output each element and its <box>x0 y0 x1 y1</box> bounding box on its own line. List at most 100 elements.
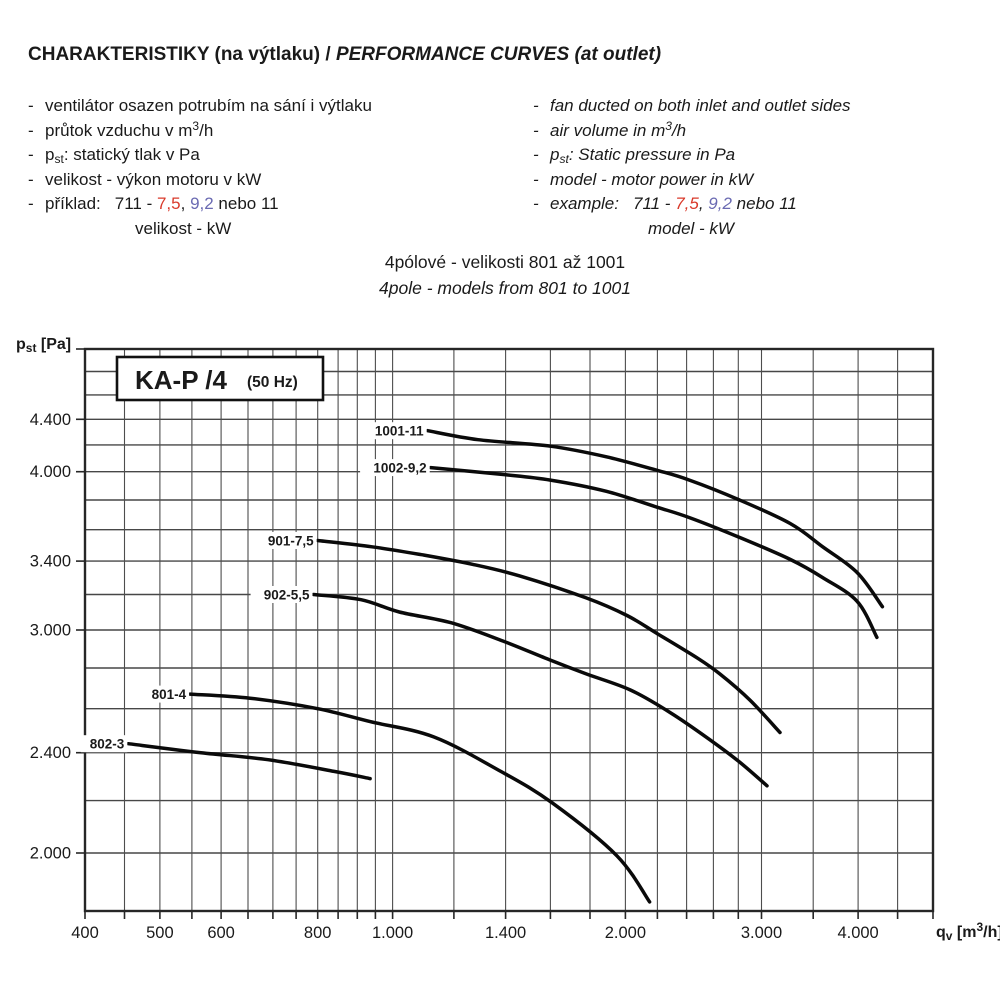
note-czech-item-3-text: st <box>54 152 64 166</box>
notes-czech: - ventilátor osazen potrubím na sání i vý… <box>28 94 508 241</box>
note-czech-item-2: - průtok vzduchu v m3/h <box>28 119 508 144</box>
list-dash: - <box>28 120 34 140</box>
x-tick-label: 1.400 <box>485 924 526 942</box>
chart-subtitle-english: 4pole - models from 801 to 1001 <box>379 278 631 298</box>
x-tick-label: 4.000 <box>837 924 878 942</box>
note-english-item-3-text: : Static pressure in Pa <box>568 145 736 164</box>
note-czech-item-5: - příklad: 711 - 7,5, 9,2 nebo 11 <box>28 192 508 217</box>
notes-english: - fan ducted on both inlet and outlet sid… <box>533 94 993 241</box>
note-english-item-2-text: air volume in m <box>550 120 666 140</box>
curve-label-box-902-5,5 <box>250 586 313 603</box>
note-czech-item-2-text: 3 <box>192 118 200 133</box>
note-czech-item-1-text: ventilátor osazen potrubím na sání i výt… <box>45 96 372 115</box>
y-tick-label: 3.400 <box>30 553 71 571</box>
note-english-item-1-text: fan ducted on both inlet and outlet side… <box>550 96 851 115</box>
list-dash: - <box>28 96 34 115</box>
note-english-item-2: - air volume in m3/h <box>533 119 993 144</box>
note-czech-item-4-text: velikost - výkon motoru v kW <box>45 169 262 189</box>
note-english-item-1: - fan ducted on both inlet and outlet sid… <box>533 94 993 119</box>
x-axis-label-text: 3 <box>976 920 984 934</box>
x-axis-label: qv [m3/h] <box>936 921 1000 943</box>
note-czech-item-3-text: p <box>45 145 55 164</box>
note-english-item-6-text: model - kW <box>648 218 734 238</box>
y-tick-label: 2.000 <box>30 845 71 863</box>
chart-title-model: KA-P /4 <box>135 365 228 395</box>
note-english-item-2-text: /h <box>671 120 687 140</box>
y-axis-label-text: st <box>25 341 37 355</box>
chart-svg: 400 500 600 800 1.000 1.400 2.000 3.000 4.000 2.0… <box>30 347 935 942</box>
y-tick-label: 3.000 <box>30 622 71 640</box>
note-english-item-4-text: model - motor power in kW <box>550 169 754 189</box>
curve-label-802-3: 802-3 <box>90 737 125 752</box>
x-tick-label: 3.000 <box>741 924 782 942</box>
curve-label-box-801-4 <box>142 685 190 703</box>
list-dash: - <box>28 194 34 213</box>
note-czech-item-4: - velikost - výkon motoru v kW <box>28 168 508 193</box>
performance-curve-802-3 <box>126 741 372 781</box>
note-english-item-4: - model - motor power in kW <box>533 168 993 193</box>
note-english-item-5-text: 711 - <box>632 194 676 213</box>
title-separator: / <box>320 44 336 65</box>
performance-curve-1002-9,2 <box>428 465 879 640</box>
x-tick-label: 500 <box>146 924 174 942</box>
note-english-item-5-blue: 9,2 <box>708 194 732 213</box>
x-axis-label-text: [m <box>952 924 977 941</box>
list-dash: - <box>28 169 34 189</box>
note-english-item-2-text: 3 <box>665 118 672 133</box>
x-tick-label: 800 <box>304 924 332 942</box>
chart-title-box <box>115 355 325 402</box>
y-tick-label: 2.400 <box>30 744 71 762</box>
curve-label-1002-9,2: 1002-9,2 <box>373 460 426 475</box>
curve-label-902-5,5: 902-5,5 <box>264 587 310 602</box>
note-czech-item-3-text: : statický tlak v Pa <box>63 145 200 164</box>
performance-curve-901-7,5 <box>315 538 782 735</box>
note-czech-item-5-text: příklad: <box>45 194 101 213</box>
note-czech-item-5-text: , <box>180 194 191 213</box>
note-english-item-3-text: st <box>559 152 569 166</box>
performance-curve-1001-11 <box>425 428 885 609</box>
list-dash: - <box>533 194 539 213</box>
x-axis-label-text: q <box>936 924 946 941</box>
note-czech-item-2-text: průtok vzduchu v m <box>45 120 193 140</box>
note-czech-item-5-text: 711 - <box>114 194 157 213</box>
performance-curve-902-5,5 <box>311 592 769 788</box>
note-english-item-5: - example: 711 - 7,5, 9,2 nebo 11 <box>533 192 993 217</box>
list-dash: - <box>533 96 539 115</box>
list-dash: - <box>533 145 539 164</box>
note-czech-item-6-text: velikost - kW <box>135 218 232 238</box>
x-axis-label-text: /h] <box>983 924 1000 941</box>
curve-label-801-4: 801-4 <box>152 687 187 702</box>
y-axis-label-text: p <box>16 336 26 353</box>
x-tick-label: 2.000 <box>605 924 646 942</box>
curve-label-box-1002-9,2 <box>360 459 430 477</box>
note-english-item-3: - pst: Static pressure in Pa <box>533 143 993 168</box>
curve-label-901-7,5: 901-7,5 <box>268 533 314 548</box>
y-axis-label-text: [Pa] <box>36 336 72 353</box>
note-czech-item-5-red: 7,5 <box>156 194 181 213</box>
note-english-item-5-text: nebo 11 <box>731 194 797 213</box>
x-tick-label: 400 <box>71 924 99 942</box>
list-dash: - <box>28 145 34 164</box>
chart-subtitle: 4pólové - velikosti 801 až 1001 4pole - … <box>0 249 1000 301</box>
note-czech-item-3: - pst: statický tlak v Pa <box>28 143 508 168</box>
y-tick-label: 4.400 <box>30 411 71 429</box>
x-axis-label-text: v <box>945 929 953 943</box>
performance-curve-801-4 <box>188 692 652 904</box>
title-czech: CHARAKTERISTIKY (na výtlaku) <box>28 44 321 65</box>
note-czech-item-5-blue: 9,2 <box>190 194 214 213</box>
note-english-item-5-text: example: <box>550 194 619 213</box>
note-czech-item-6: velikost - kW <box>28 217 508 242</box>
x-tick-label: 1.000 <box>372 924 413 942</box>
y-axis-label: pst [Pa] <box>16 336 71 354</box>
note-english-item-3-text: p <box>550 145 560 164</box>
x-tick-label: 600 <box>207 924 235 942</box>
list-dash: - <box>533 120 539 140</box>
note-czech-item-5-text: nebo 11 <box>213 194 279 213</box>
curve-label-1001-11: 1001-11 <box>375 424 424 439</box>
note-czech-item-2-text: /h <box>199 120 214 140</box>
chart-subtitle-czech: 4pólové - velikosti 801 až 1001 <box>384 252 626 272</box>
note-czech-item-1: - ventilátor osazen potrubím na sání i vý… <box>28 94 508 119</box>
note-english-item-5-text: , <box>698 194 709 213</box>
chart-title-frequency: (50 Hz) <box>247 374 298 391</box>
